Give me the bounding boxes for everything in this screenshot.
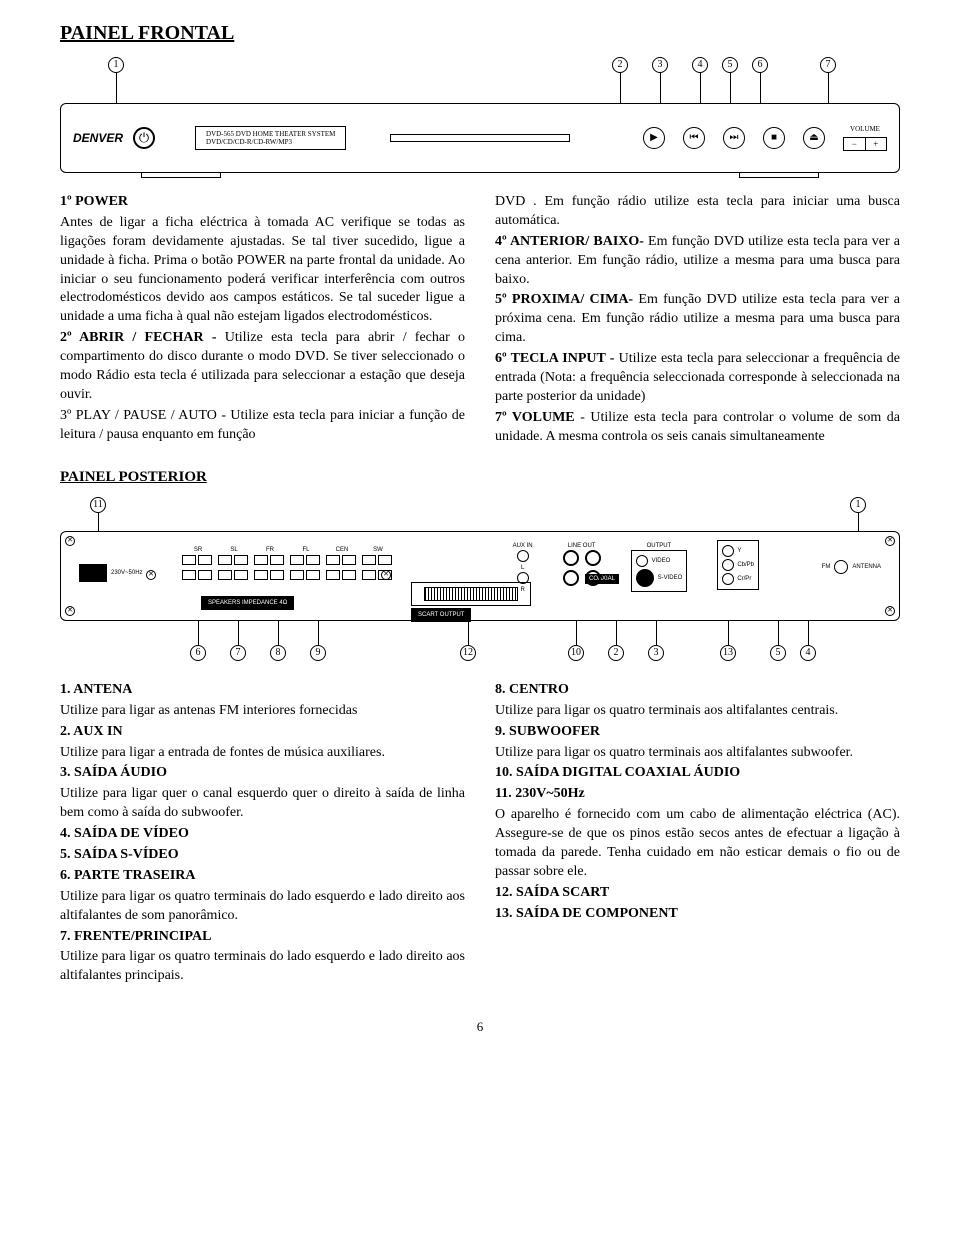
callout-b9: 9 [310,645,326,661]
front-col1: 1º POWER Antes de ligar a ficha eléctrica… [60,193,465,449]
open-button-icon: ⏏ [803,127,825,149]
callout-b8: 8 [270,645,286,661]
callout-b4: 4 [800,645,816,661]
text-item: 2. AUX IN [60,723,465,742]
text-item: 13. SAÍDA DE COMPONENT [495,905,900,924]
model-label: DVD-565 DVD HOME THEATER SYSTEM DVD/CD/C… [195,126,346,151]
front-panel-text: 1º POWER Antes de ligar a ficha eléctrica… [60,193,900,449]
text-item: 5º PROXIMA/ CIMA- Em função DVD utilize … [495,291,900,348]
callout-6: 6 [752,57,768,73]
text-item: Utilize para ligar os quatro terminais a… [495,744,900,763]
rear-col2: 8. CENTRO Utilize para ligar os quatro te… [495,681,900,988]
rear-col1: 1. ANTENA Utilize para ligar as antenas F… [60,681,465,988]
text-item: 2º ABRIR / FECHAR - Utilize esta tecla p… [60,329,465,405]
text-item: 4º ANTERIOR/ BAIXO- Em função DVD utiliz… [495,233,900,290]
text-item: 5. SAÍDA S-VÍDEO [60,846,465,865]
text-item: 8. CENTRO [495,681,900,700]
callout-2: 2 [612,57,628,73]
callout-3: 3 [652,57,668,73]
prev-button-icon: ⏮ [683,127,705,149]
disc-tray [390,134,570,142]
callout-b7: 7 [230,645,246,661]
text-item: 7º VOLUME - Utilize esta tecla para cont… [495,409,900,447]
speaker-terminal: CEN [325,546,359,584]
text-item: 4. SAÍDA DE VÍDEO [60,825,465,844]
front-col2: DVD . Em função rádio utilize esta tecla… [495,193,900,449]
speaker-terminals: SRSLFRFLCENSW [181,546,395,584]
rca-jacks: AUX IN L R LINE OUT OUTPUT VIDEO S-VIDEO [513,540,759,594]
speaker-terminal: SR [181,546,215,584]
speaker-terminal: FR [253,546,287,584]
text-item: 6. PARTE TRASEIRA [60,867,465,886]
callout-b12: 12 [460,645,476,661]
text-item: DVD . Em função rádio utilize esta tecla… [495,193,900,231]
power-button-icon [133,127,155,149]
stop-button-icon: ■ [763,127,785,149]
rear-panel-text: 1. ANTENA Utilize para ligar as antenas F… [60,681,900,988]
front-panel: DENVER DVD-565 DVD HOME THEATER SYSTEM D… [60,103,900,173]
text-item: 6º TECLA INPUT - Utilize esta tecla para… [495,350,900,407]
text-item: Antes de ligar a ficha eléctrica à tomad… [60,214,465,327]
text-item: 10. SAÍDA DIGITAL COAXIAL ÁUDIO [495,764,900,783]
speaker-terminal: FL [289,546,323,584]
callout-r1: 1 [850,497,866,513]
text-item: 11. 230V~50Hz [495,785,900,804]
fm-antenna: FM ANTENNA [822,560,881,574]
callout-1: 1 [108,57,124,73]
callout-b10: 10 [568,645,584,661]
speaker-terminal: SL [217,546,251,584]
text-item: 12. SAÍDA SCART [495,884,900,903]
callout-7: 7 [820,57,836,73]
callout-b6: 6 [190,645,206,661]
rear-panel-diagram: 11 1 230V~50Hz SRSLFRFLCENSW SPEAKERS IM… [60,497,900,661]
text-item: Utilize para ligar quer o canal esquerdo… [60,785,465,823]
callout-5: 5 [722,57,738,73]
callout-4: 4 [692,57,708,73]
callout-b2: 2 [608,645,624,661]
callout-b3: 3 [648,645,664,661]
text-item: 3º PLAY / PAUSE / AUTO - Utilize esta te… [60,407,465,445]
brand-logo: DENVER [73,130,123,146]
text-item: 1º POWER [60,193,465,212]
text-item: 9. SUBWOOFER [495,723,900,742]
text-item: Utilize para ligar os quatro terminais d… [60,948,465,986]
title-rear: PAINEL POSTERIOR [60,467,900,487]
text-item: Utilize para ligar a entrada de fontes d… [60,744,465,763]
next-button-icon: ⏭ [723,127,745,149]
speaker-terminal: SW [361,546,395,584]
page-number: 6 [60,1018,900,1036]
text-item: 1. ANTENA [60,681,465,700]
callout-11: 11 [90,497,106,513]
rear-panel: 230V~50Hz SRSLFRFLCENSW SPEAKERS IMPEDAN… [60,531,900,621]
impedance-plate: SPEAKERS IMPEDANCE 4Ω [201,596,294,610]
front-panel-diagram: 1 2 3 4 5 6 7 DENVER DVD-565 DVD HOME TH… [60,57,900,173]
text-item: O aparelho é fornecido com um cabo de al… [495,806,900,882]
play-button-icon: ▶ [643,127,665,149]
text-item: Utilize para ligar os quatro terminais a… [495,702,900,721]
text-item: 7. FRENTE/PRINCIPAL [60,928,465,947]
text-item: 3. SAÍDA ÁUDIO [60,764,465,783]
text-item: Utilize para ligar as antenas FM interio… [60,702,465,721]
text-item: Utilize para ligar os quatro terminais d… [60,888,465,926]
title-front: PAINEL FRONTAL [60,20,900,47]
callout-b13: 13 [720,645,736,661]
callout-b5: 5 [770,645,786,661]
ac-inlet: 230V~50Hz [79,564,143,582]
volume-control: VOLUME − + [843,125,887,150]
